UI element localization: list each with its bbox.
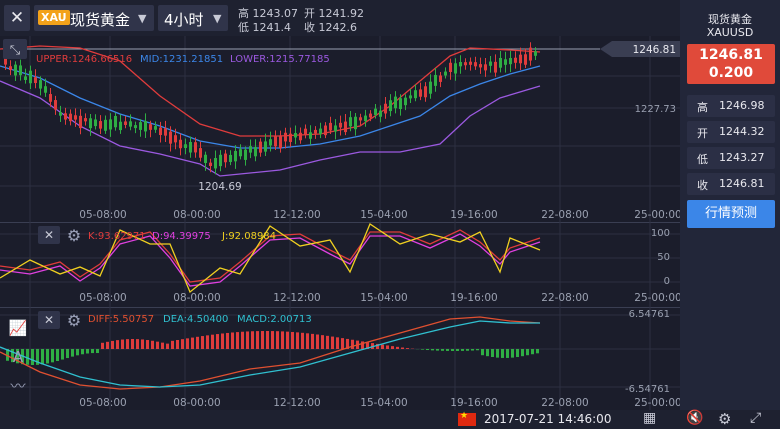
axis-price-label: 1227.73 <box>635 104 676 115</box>
main-time-label: 12-12:00 <box>273 209 320 221</box>
symbol-name: 现货黄金 <box>70 11 131 29</box>
expand-button[interactable] <box>3 39 27 59</box>
kdj-time-label: 15-04:00 <box>360 292 407 304</box>
fullscreen-icon[interactable]: ⤢ <box>750 410 762 426</box>
kdj-tick-0: 0 <box>664 276 670 287</box>
panel-symbol-name: 现货黄金 <box>708 13 752 26</box>
candlestick-chart[interactable]: ⤡ UPPER:1246.66516 MID:1231.21851 LOWER:… <box>0 36 680 222</box>
macd-time-label: 08-00:00 <box>173 397 220 409</box>
datetime-label: 2017-07-21 14:46:00 <box>484 412 612 426</box>
settings-icon[interactable]: ⚙ <box>67 226 81 245</box>
close-macd-button[interactable] <box>38 311 60 329</box>
grid-icon[interactable]: ▦ <box>643 410 657 426</box>
market-forecast-button[interactable]: 行情预测 <box>687 200 775 228</box>
kdj-time-label: 08-00:00 <box>173 292 220 304</box>
settings-icon[interactable]: ⚙ <box>718 410 732 428</box>
quote-close: 收 1242.6 <box>304 21 357 34</box>
main-time-label: 25-00:00 <box>634 209 680 221</box>
macd-time-label: 19-16:00 <box>450 397 497 409</box>
chevron-down-icon: ▼ <box>213 12 222 25</box>
main-time-label: 22-08:00 <box>541 209 588 221</box>
quote-high: 高 1243.07 <box>238 7 298 20</box>
macd-tick-top: 6.54761 <box>629 309 670 320</box>
close-icon: ✕ <box>44 228 54 242</box>
draw-tool-icon[interactable]: A <box>12 348 24 366</box>
panel-symbol-code: XAUUSD <box>706 26 754 39</box>
settings-icon[interactable]: ⚙ <box>67 311 81 330</box>
main-time-label: 08-00:00 <box>173 209 220 221</box>
expand-icon: ⤡ <box>10 43 21 58</box>
stat-low: 低 1243.27 <box>687 147 775 169</box>
stat-high: 高 1246.98 <box>687 95 775 117</box>
macd-diff-label: DIFF:5.50757 <box>88 314 154 325</box>
close-chart-button[interactable]: ✕ <box>4 5 30 31</box>
macd-value-label: MACD:2.00713 <box>237 314 312 325</box>
kdj-d-label: D:94.39975 <box>152 231 211 242</box>
price-box: 1246.81 0.200 <box>687 44 775 84</box>
kdj-time-label: 19-16:00 <box>450 292 497 304</box>
symbol-dropdown[interactable]: XAU 现货黄金 ▼ <box>34 5 154 31</box>
boll-upper-label: UPPER:1246.66516 <box>36 54 132 65</box>
chart-toolbar: ✕ XAU 现货黄金 ▼ 4小时 ▼ 高 1243.07 开 1241.92 低… <box>0 0 680 36</box>
price-tag-label: 1246.81 <box>633 44 676 56</box>
kdj-k-label: K:93.62971 <box>88 231 146 242</box>
macd-time-label: 25-00:00 <box>634 397 680 409</box>
price-change: 0.200 <box>708 65 754 81</box>
period-dropdown[interactable]: 4小时 ▼ <box>158 5 228 31</box>
macd-time-label: 15-04:00 <box>360 397 407 409</box>
quote-low: 低 1241.4 <box>238 21 291 34</box>
main-time-label: 05-08:00 <box>79 209 126 221</box>
main-time-label: 19-16:00 <box>450 209 497 221</box>
macd-dea-label: DEA:4.50400 <box>163 314 228 325</box>
macd-time-label: 12-12:00 <box>273 397 320 409</box>
macd-time-label: 05-08:00 <box>79 397 126 409</box>
close-icon: ✕ <box>44 313 54 327</box>
price-tag <box>600 41 680 57</box>
indicator-chart-icon[interactable]: 📈 <box>8 319 28 337</box>
kdj-time-label: 05-08:00 <box>79 292 126 304</box>
panel-footer: 🔇 ⚙ ⤢ <box>680 410 780 429</box>
kdj-time-label: 25-00:00 <box>634 292 680 304</box>
close-icon: ✕ <box>9 8 25 28</box>
chevron-down-icon: ▼ <box>138 12 147 25</box>
mute-icon[interactable]: 🔇 <box>686 410 704 426</box>
stat-close: 收 1246.81 <box>687 173 775 195</box>
pulse-icon[interactable]: 〰 <box>10 377 26 395</box>
quote-panel: 现货黄金 XAUUSD 1246.81 0.200 高 1246.98 开 1244… <box>680 0 780 429</box>
stat-open: 开 1244.32 <box>687 121 775 143</box>
kdj-indicator-chart[interactable]: ✕ ⚙ K:93.62971 D:94.39975 J:92.08984 100… <box>0 222 680 307</box>
kdj-tick-100: 100 <box>651 228 670 239</box>
kdj-j-label: J:92.08984 <box>221 231 276 242</box>
current-price: 1246.81 <box>699 47 763 63</box>
macd-indicator-chart[interactable]: ✕ ⚙ DIFF:5.50757 DEA:4.50400 MACD:2.0071… <box>0 307 680 410</box>
boll-lower-label: LOWER:1215.77185 <box>230 54 330 65</box>
period-name: 4小时 <box>164 11 204 29</box>
low-marker-label: 1204.69 <box>198 181 241 193</box>
quote-open: 开 1241.92 <box>304 7 364 20</box>
kdj-tick-50: 50 <box>657 252 670 263</box>
close-kdj-button[interactable] <box>38 226 60 244</box>
macd-tick-bottom: -6.54761 <box>625 384 670 395</box>
main-time-label: 15-04:00 <box>360 209 407 221</box>
china-flag-icon: ★ <box>458 411 476 426</box>
kdj-time-label: 22-08:00 <box>541 292 588 304</box>
kdj-time-label: 12-12:00 <box>273 292 320 304</box>
boll-mid-label: MID:1231.21851 <box>140 54 223 65</box>
status-bar: ★ 2017-07-21 14:46:00 ▦ <box>0 410 680 429</box>
symbol-badge: XAU <box>38 10 70 25</box>
macd-time-label: 22-08:00 <box>541 397 588 409</box>
